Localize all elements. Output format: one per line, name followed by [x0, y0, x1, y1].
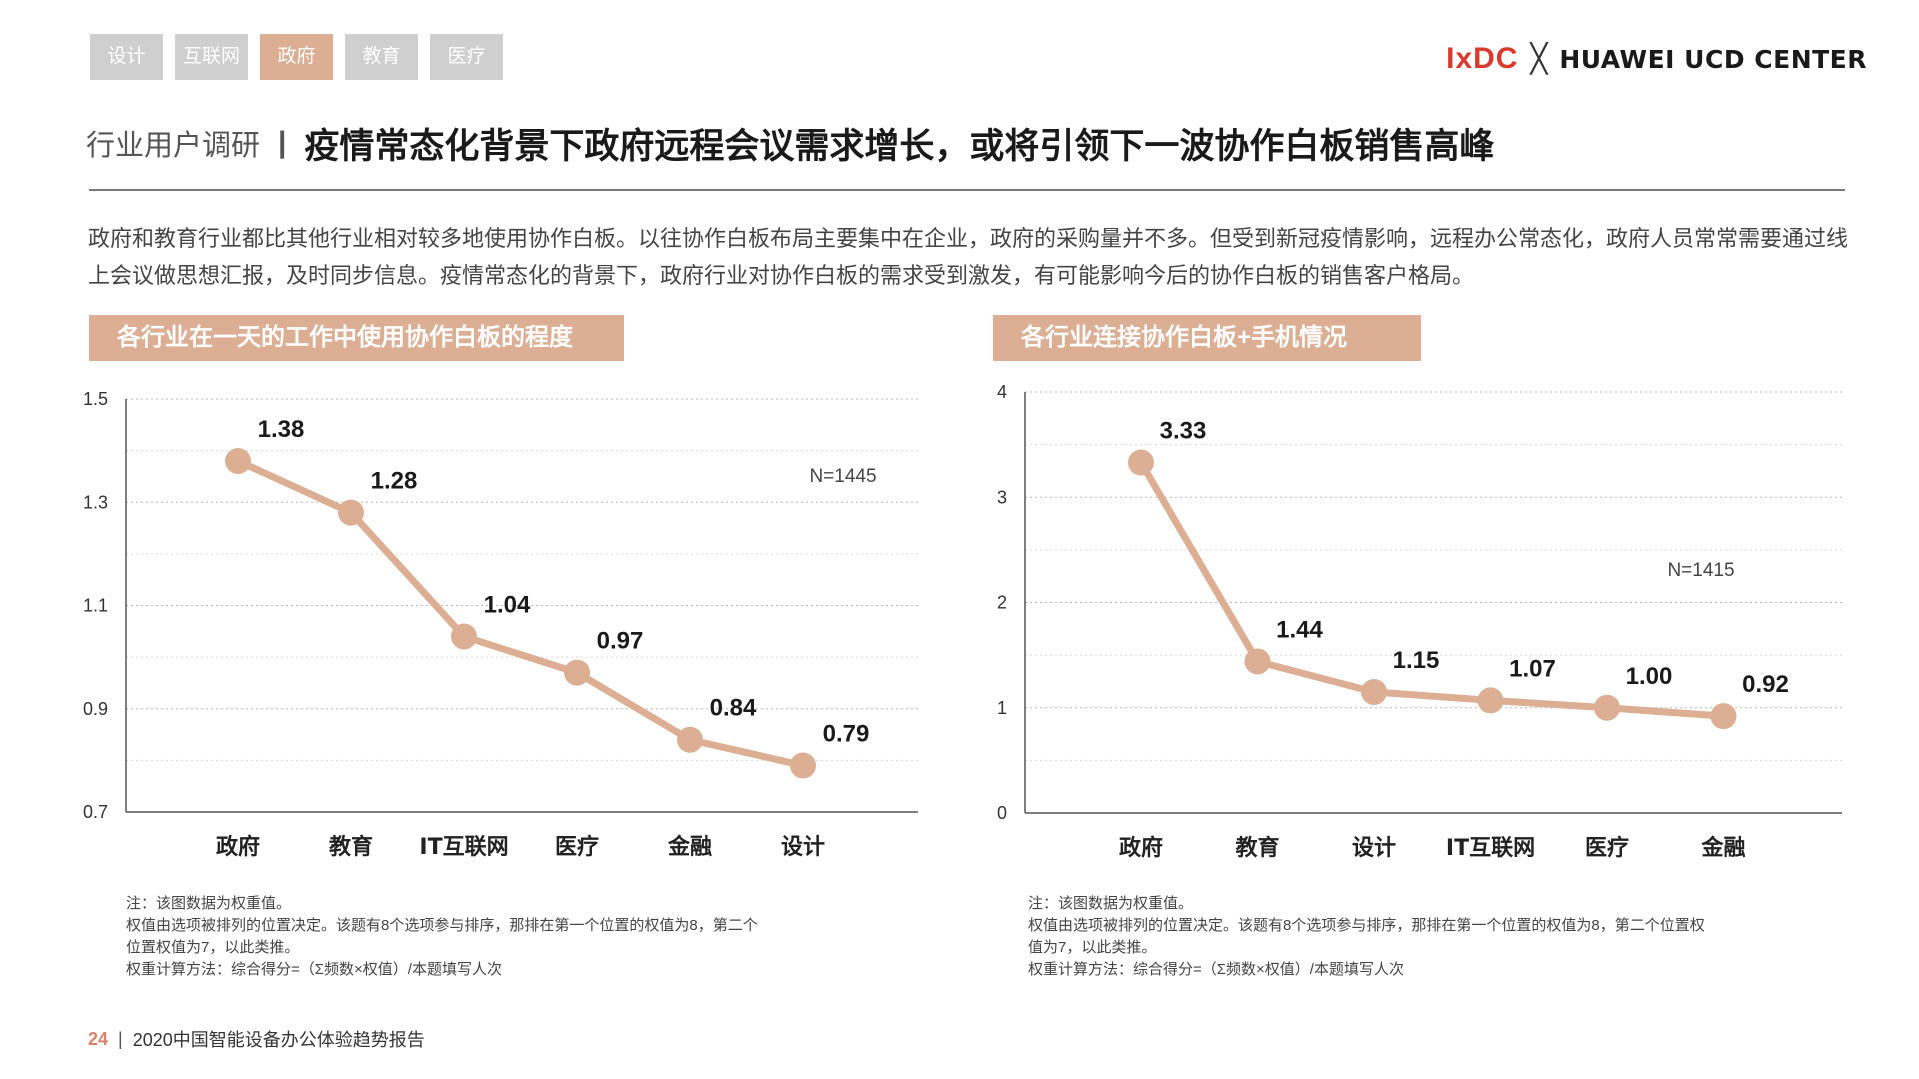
ixdc-logo: IxDC [1446, 42, 1519, 75]
chart2-note: 注：该图数据为权重值。 权值由选项被排列的位置决定。该题有8个选项参与排序，那排… [1028, 893, 1788, 981]
note-line: 注：该图数据为权重值。 [1028, 895, 1194, 912]
x-tick-label: 政府 [1119, 835, 1163, 861]
data-label: 3.33 [1160, 418, 1207, 445]
y-tick-label: 1.5 [83, 389, 108, 409]
data-label: 1.07 [1509, 655, 1556, 682]
page-title: 疫情常态化背景下政府远程会议需求增长，或将引领下一波协作白板销售高峰 [304, 126, 1495, 166]
cross-icon: ╳ [1530, 43, 1548, 74]
chart2-title: 各行业连接协作白板+手机情况 [993, 315, 1421, 361]
chart-phone-connection: 0 1 2 3 4 3.33 政府 1.44 教育 1.15 设计 1.07 IT互联网 1.00 医疗 0.… [997, 382, 1842, 861]
category-tabs: 设计 互联网 政府 教育 医疗 [90, 34, 503, 80]
sample-size-label: N=1415 [1667, 560, 1734, 581]
data-point [225, 447, 251, 474]
data-label: 1.28 [371, 468, 418, 495]
huawei-ucd-logo: HUAWEI UCD CENTER [1559, 44, 1867, 74]
y-tick-label: 3 [997, 487, 1007, 507]
x-tick-label: 教育 [329, 834, 373, 860]
chart-usage-degree: 0.7 0.9 1.1 1.3 1.5 1.38 政府 1.28 教育 1.04 IT互联网 0.97… [83, 389, 918, 860]
section-label: 行业用户调研 [86, 130, 261, 162]
data-point [338, 499, 364, 526]
y-tick-label: 1.1 [83, 596, 108, 616]
note-line: 位置权值为7，以此类推。 [126, 939, 300, 956]
series-line [1137, 459, 1727, 720]
note-line: 值为7，以此类推。 [1028, 939, 1157, 956]
x-tick-label: IT互联网 [1446, 836, 1535, 861]
note-line: 权值由选项被排列的位置决定。该题有8个选项参与排序，那排在第一个位置的权值为8，… [126, 917, 758, 934]
x-tick-label: 设计 [1352, 836, 1396, 861]
brand-logo: IxDC ╳ HUAWEI UCD CENTER [1446, 42, 1867, 76]
report-title: 2020中国智能设备办公体验趋势报告 [132, 1030, 425, 1050]
y-tick-label: 0 [997, 803, 1007, 823]
data-label: 1.38 [258, 416, 305, 443]
y-tick-label: 4 [997, 382, 1007, 402]
data-label: 1.04 [484, 591, 531, 618]
x-tick-label: 政府 [216, 834, 260, 860]
footer-separator: | [118, 1028, 123, 1049]
note-line: 权重计算方法：综合得分=（Σ频数×权值）/本题填写人次 [1028, 961, 1404, 978]
tab-education[interactable]: 教育 [345, 34, 418, 80]
y-tick-label: 0.9 [83, 699, 108, 719]
note-line: 权值由选项被排列的位置决定。该题有8个选项参与排序，那排在第一个位置的权值为8，… [1028, 917, 1705, 934]
page-header: 行业用户调研 | 疫情常态化背景下政府远程会议需求增长，或将引领下一波协作白板销… [86, 118, 1494, 168]
data-point [1244, 648, 1271, 675]
y-tick-label: 0.7 [83, 802, 108, 822]
data-point [677, 726, 703, 753]
tab-internet[interactable]: 互联网 [175, 34, 248, 80]
data-point [1710, 703, 1737, 730]
x-tick-label: 教育 [1235, 835, 1279, 861]
title-divider [89, 189, 1845, 191]
data-point [1594, 694, 1620, 721]
data-label: 0.79 [823, 721, 870, 748]
page-footer: 24 | 2020中国智能设备办公体验趋势报告 [88, 1026, 425, 1052]
y-tick-label: 1 [997, 698, 1007, 718]
header-separator: | [278, 126, 287, 159]
tab-design[interactable]: 设计 [90, 34, 163, 80]
data-label: 0.97 [597, 628, 644, 655]
y-tick-label: 1.3 [83, 492, 108, 512]
data-label: 1.15 [1393, 647, 1440, 674]
data-point [451, 623, 477, 650]
note-line: 权重计算方法：综合得分=（Σ频数×权值）/本题填写人次 [126, 961, 502, 978]
x-tick-label: IT互联网 [419, 835, 508, 860]
x-tick-label: 金融 [1700, 835, 1745, 861]
tab-medical[interactable]: 医疗 [430, 34, 503, 80]
data-point [1128, 449, 1154, 476]
data-point [790, 752, 816, 779]
data-label: 1.00 [1626, 663, 1673, 690]
x-tick-label: 医疗 [1585, 835, 1629, 861]
data-label: 1.44 [1276, 616, 1323, 643]
data-point [1477, 687, 1504, 714]
series-line [234, 457, 807, 770]
sample-size-label: N=1445 [809, 466, 876, 487]
data-label: 0.84 [710, 695, 757, 722]
x-tick-label: 设计 [781, 835, 825, 860]
intro-paragraph: 政府和教育行业都比其他行业相对较多地使用协作白板。以往协作白板布局主要集中在企业… [88, 226, 1849, 288]
page-number: 24 [88, 1028, 109, 1049]
y-tick-label: 2 [997, 593, 1007, 613]
data-label: 0.92 [1742, 671, 1789, 698]
chart1-note: 注：该图数据为权重值。 权值由选项被排列的位置决定。该题有8个选项参与排序，那排… [126, 893, 846, 981]
x-tick-label: 金融 [667, 834, 712, 860]
chart1-title: 各行业在一天的工作中使用协作白板的程度 [89, 315, 624, 361]
tab-government[interactable]: 政府 [260, 34, 333, 80]
data-point [564, 659, 590, 686]
x-tick-label: 医疗 [555, 834, 599, 860]
data-point [1361, 678, 1387, 705]
note-line: 注：该图数据为权重值。 [126, 895, 292, 912]
